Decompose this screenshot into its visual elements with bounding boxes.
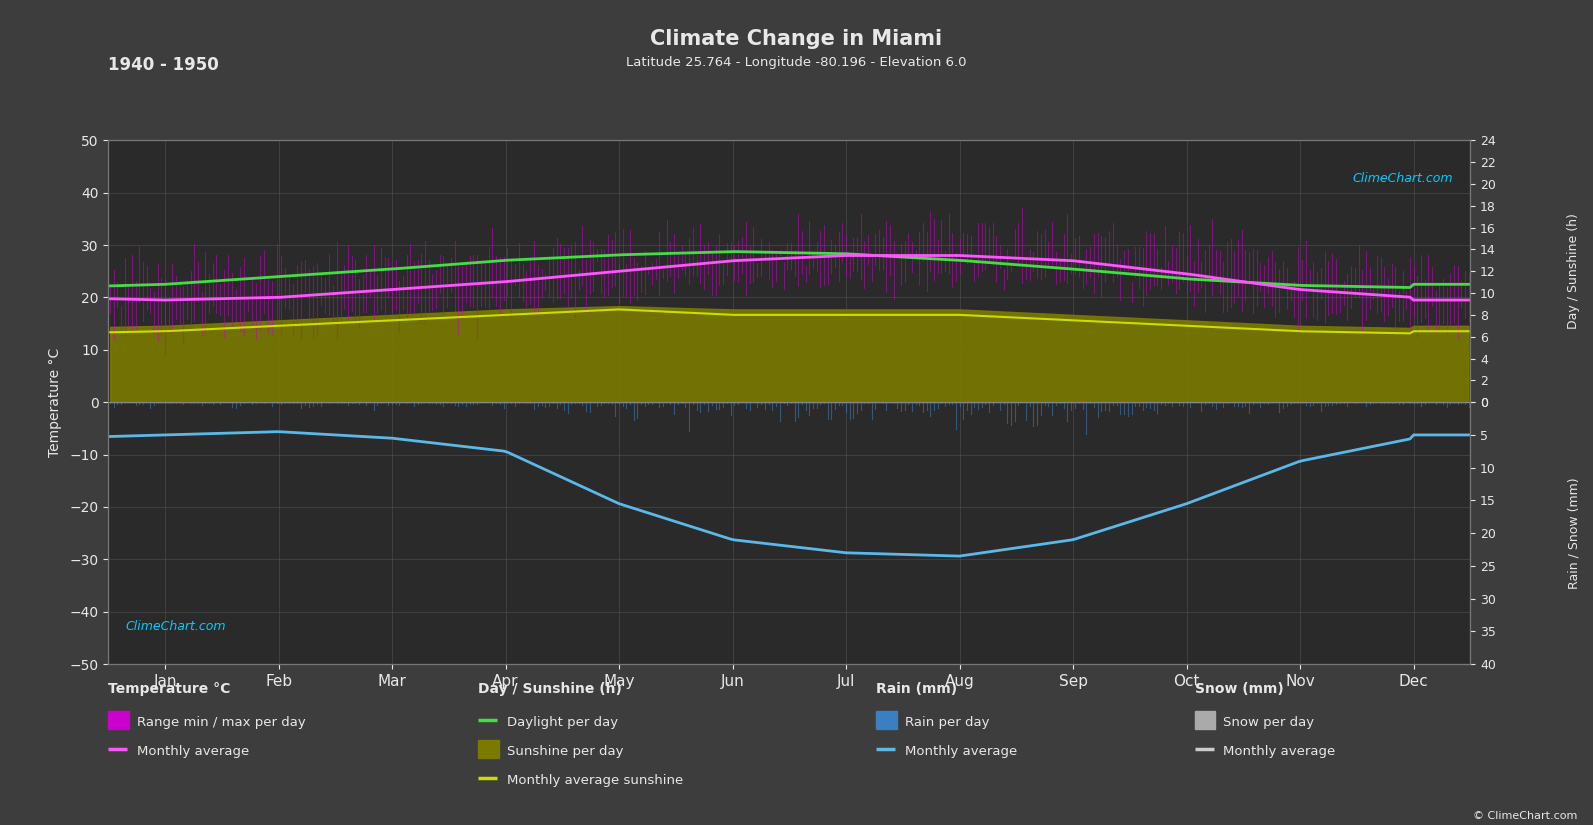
- Text: Temperature °C: Temperature °C: [108, 682, 231, 696]
- Text: 1940 - 1950: 1940 - 1950: [108, 56, 220, 74]
- Text: Rain (mm): Rain (mm): [876, 682, 957, 696]
- Text: Day / Sunshine (h): Day / Sunshine (h): [1568, 214, 1580, 329]
- Text: Latitude 25.764 - Longitude -80.196 - Elevation 6.0: Latitude 25.764 - Longitude -80.196 - El…: [626, 56, 967, 69]
- Text: Snow (mm): Snow (mm): [1195, 682, 1284, 696]
- Text: Monthly average sunshine: Monthly average sunshine: [507, 774, 683, 787]
- Text: Rain per day: Rain per day: [905, 716, 989, 729]
- Text: Range min / max per day: Range min / max per day: [137, 716, 306, 729]
- Text: ClimeChart.com: ClimeChart.com: [1352, 172, 1453, 185]
- Text: Monthly average: Monthly average: [137, 745, 249, 758]
- Text: Sunshine per day: Sunshine per day: [507, 745, 623, 758]
- Text: Daylight per day: Daylight per day: [507, 716, 618, 729]
- Text: Monthly average: Monthly average: [1223, 745, 1335, 758]
- Text: Day / Sunshine (h): Day / Sunshine (h): [478, 682, 621, 696]
- Text: ClimeChart.com: ClimeChart.com: [126, 620, 226, 633]
- Text: Rain / Snow (mm): Rain / Snow (mm): [1568, 478, 1580, 589]
- Text: © ClimeChart.com: © ClimeChart.com: [1472, 811, 1577, 821]
- Text: Monthly average: Monthly average: [905, 745, 1016, 758]
- Text: Snow per day: Snow per day: [1223, 716, 1314, 729]
- Text: Climate Change in Miami: Climate Change in Miami: [650, 29, 943, 49]
- Y-axis label: Temperature °C: Temperature °C: [48, 347, 62, 457]
